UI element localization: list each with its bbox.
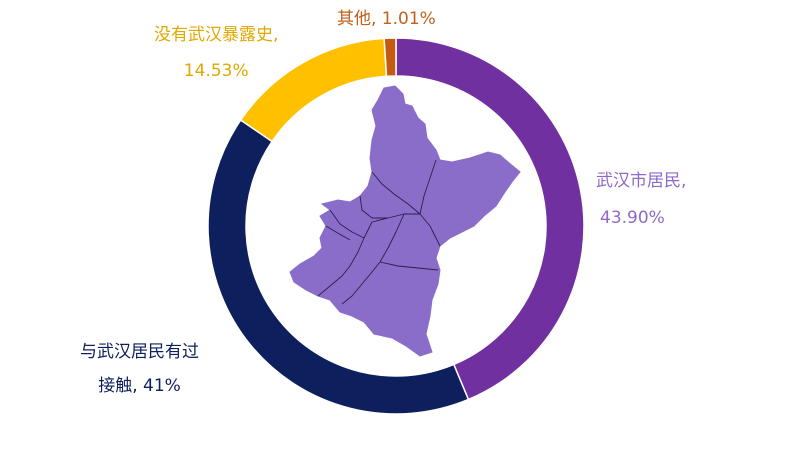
slice-label-line1: 其他, 1.01%: [337, 9, 436, 29]
slice-label-line2: 接触, 41%: [98, 376, 181, 396]
wuhan-map: [289, 85, 521, 357]
donut-slice-0: [395, 37, 585, 401]
slice-label-line2: 43.90%: [600, 208, 665, 228]
slice-label-line2: 14.53%: [183, 61, 249, 81]
slice-label-wuhan-residents: 武汉市居民, 43.90%: [596, 170, 686, 229]
slice-label-contact: 与武汉居民有过 接触, 41%: [80, 341, 199, 397]
slice-label-other: 其他, 1.01%: [337, 8, 436, 30]
slice-label-no-exposure: 没有武汉暴露史, 14.53%: [154, 24, 278, 82]
slice-label-line1: 没有武汉暴露史,: [154, 25, 279, 45]
donut-ring: [207, 37, 585, 415]
donut-slice-3: [383, 37, 397, 78]
district-borders: [317, 159, 441, 305]
slice-label-line1: 武汉市居民,: [596, 171, 687, 191]
donut-slice-1: [207, 119, 470, 415]
wuhan-map-outline: [289, 85, 521, 357]
slice-label-line1: 与武汉居民有过: [80, 342, 199, 362]
